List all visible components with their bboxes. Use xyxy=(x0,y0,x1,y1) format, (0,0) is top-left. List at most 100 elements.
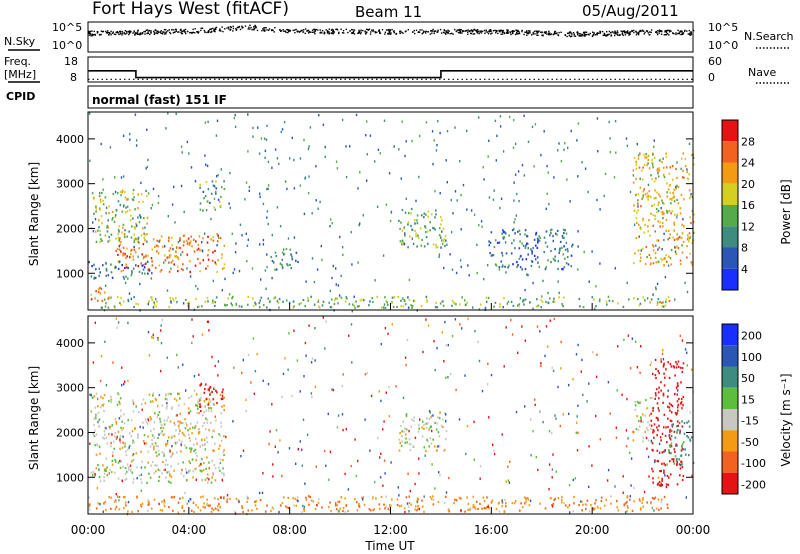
scatter-point xyxy=(135,452,138,455)
speckle-point xyxy=(624,511,627,514)
scatter-point xyxy=(215,296,218,299)
scatter-point xyxy=(144,233,146,236)
speckle-point xyxy=(645,436,648,440)
speckle-point xyxy=(182,363,184,366)
scatter-point xyxy=(279,262,282,265)
speckle-point xyxy=(359,222,361,225)
speckle-point xyxy=(117,321,120,324)
speckle-point xyxy=(303,138,305,142)
scatter-point xyxy=(106,230,109,233)
scatter-point xyxy=(347,509,349,513)
noise-point xyxy=(105,31,108,34)
speckle-point xyxy=(539,330,541,333)
scatter-point xyxy=(491,499,494,502)
noise-point xyxy=(244,25,247,27)
scatter-point xyxy=(270,509,272,512)
speckle-point xyxy=(677,389,679,392)
scatter-point xyxy=(216,240,219,243)
scatter-point xyxy=(152,238,155,241)
scatter-point xyxy=(170,393,172,396)
scatter-point xyxy=(355,300,357,303)
speckle-point xyxy=(439,473,441,477)
speckle-point xyxy=(575,431,577,434)
speckle-point xyxy=(297,499,299,503)
noise-point xyxy=(659,30,662,32)
noise-point xyxy=(577,32,579,34)
scatter-point xyxy=(519,233,521,236)
speckle-point xyxy=(189,275,192,278)
scatter-point xyxy=(189,450,192,453)
scatter-point xyxy=(521,258,524,261)
scatter-point xyxy=(634,408,637,411)
scatter-point xyxy=(111,210,114,213)
scatter-point xyxy=(203,411,206,414)
scatter-point xyxy=(104,500,106,503)
speckle-point xyxy=(493,452,496,456)
scatter-point xyxy=(107,306,110,309)
scatter-point xyxy=(262,303,265,307)
speckle-point xyxy=(613,176,616,179)
scatter-point xyxy=(657,460,660,463)
noise-point xyxy=(172,32,175,34)
speckle-point xyxy=(379,152,381,155)
noise-point xyxy=(93,30,95,33)
scatter-point xyxy=(130,252,132,256)
scatter-point xyxy=(668,406,671,409)
noise-point xyxy=(220,30,222,32)
scatter-point xyxy=(681,157,683,160)
scatter-point xyxy=(671,458,673,461)
scatter-point xyxy=(513,502,516,505)
scatter-point xyxy=(221,253,223,256)
noise-point xyxy=(132,32,134,34)
scatter-point xyxy=(669,166,672,169)
speckle-point xyxy=(245,409,247,413)
scatter-point xyxy=(158,453,160,456)
scatter-point xyxy=(650,424,653,427)
speckle-point xyxy=(595,375,598,378)
noise-point xyxy=(452,33,454,35)
speckle-point xyxy=(258,491,261,495)
scatter-point xyxy=(642,498,644,501)
speckle-point xyxy=(513,118,515,122)
scatter-point xyxy=(488,507,490,510)
speckle-point xyxy=(657,248,659,251)
noise-point xyxy=(526,30,528,32)
velocity-ytick-label: 4000 xyxy=(56,337,84,350)
scatter-point xyxy=(551,504,553,507)
scatter-point xyxy=(653,423,656,426)
speckle-point xyxy=(649,363,652,367)
noise-point xyxy=(473,33,476,35)
scatter-point xyxy=(214,304,216,307)
noise-point xyxy=(681,31,683,33)
scatter-point xyxy=(143,266,146,269)
speckle-point xyxy=(279,225,282,228)
noise-point xyxy=(207,31,210,33)
noise-point xyxy=(147,32,149,35)
scatter-point xyxy=(669,191,672,194)
speckle-point xyxy=(650,174,652,177)
scatter-point xyxy=(448,510,451,513)
scatter-point xyxy=(539,502,541,505)
noise-point xyxy=(311,29,314,31)
scatter-point xyxy=(676,233,678,236)
speckle-point xyxy=(172,247,174,251)
scatter-point xyxy=(143,232,145,235)
scatter-point xyxy=(195,393,198,396)
scatter-point xyxy=(197,506,199,509)
scatter-point xyxy=(119,434,122,438)
noise-point xyxy=(564,34,567,37)
noise-point xyxy=(583,34,586,37)
scatter-point xyxy=(665,254,667,257)
scatter-point xyxy=(674,411,677,415)
speckle-point xyxy=(248,185,251,189)
speckle-point xyxy=(514,173,517,176)
scatter-point xyxy=(376,295,378,298)
noise-point xyxy=(332,29,334,31)
noise-point xyxy=(592,31,594,33)
noise-point xyxy=(584,31,586,33)
scatter-point xyxy=(111,451,114,454)
noise-point xyxy=(601,30,604,33)
scatter-point xyxy=(649,397,652,400)
scatter-point xyxy=(288,301,291,304)
noise-point xyxy=(680,31,682,33)
